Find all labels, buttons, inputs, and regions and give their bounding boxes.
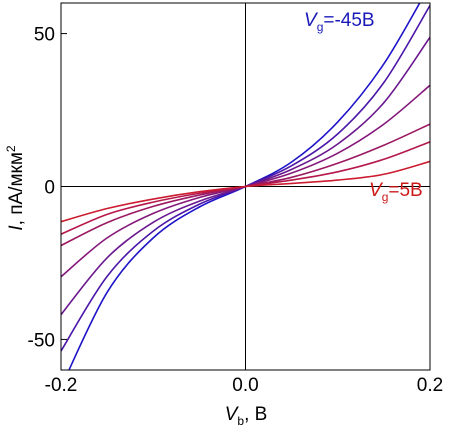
x-tick-label: -0.2 — [45, 375, 78, 396]
y-axis-label: I, пА/мкм2 — [4, 145, 27, 231]
y-tick-label: 0 — [44, 178, 55, 199]
annotation-vg-minus45: Vg=-45В — [304, 10, 375, 34]
y-tick-label: 50 — [34, 25, 55, 46]
tick-layer: -0.2 0.0 0.2 -50 0 50 — [28, 25, 444, 396]
x-tick-label: 0.2 — [417, 375, 443, 396]
series-layer — [61, 3, 430, 370]
y-tick-label: -50 — [28, 330, 55, 351]
x-axis-label: Vb, В — [225, 404, 268, 428]
series-line-7 — [61, 160, 430, 223]
annotation-vg-5: Vg=5В — [369, 180, 423, 204]
x-tick-label: 0.0 — [232, 375, 258, 396]
